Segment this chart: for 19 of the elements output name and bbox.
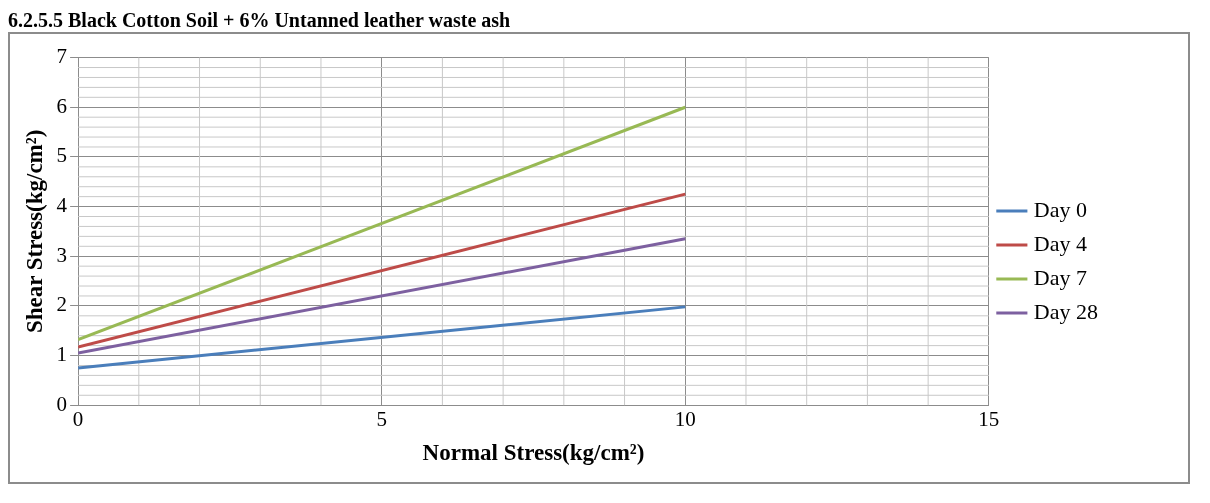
x-tick-label: 15 [978, 407, 1000, 432]
y-tick-label: 2 [56, 292, 68, 317]
y-tick-label: 7 [56, 44, 68, 69]
legend-label: Day 7 [1033, 264, 1087, 290]
y-tick-label: 0 [56, 391, 68, 416]
y-tick-label: 6 [56, 93, 68, 118]
chart-title: 6.2.5.5 Black Cotton Soil + 6% Untanned leather waste ash [8, 8, 512, 32]
y-tick-label: 4 [56, 193, 68, 218]
x-tick-label: 0 [72, 407, 84, 432]
y-axis-title: Shear Stress(kg/cm²) [21, 129, 47, 334]
x-tick-label: 10 [674, 407, 696, 432]
y-tick-label: 5 [56, 143, 68, 168]
legend-label: Day 0 [1033, 196, 1087, 222]
x-tick-label: 5 [376, 407, 387, 432]
legend-label: Day 4 [1033, 230, 1087, 256]
legend-label: Day 28 [1033, 298, 1098, 324]
y-tick-label: 1 [56, 342, 68, 367]
x-axis-title: Normal Stress(kg/cm²) [422, 440, 645, 466]
y-tick-label: 3 [56, 242, 68, 267]
